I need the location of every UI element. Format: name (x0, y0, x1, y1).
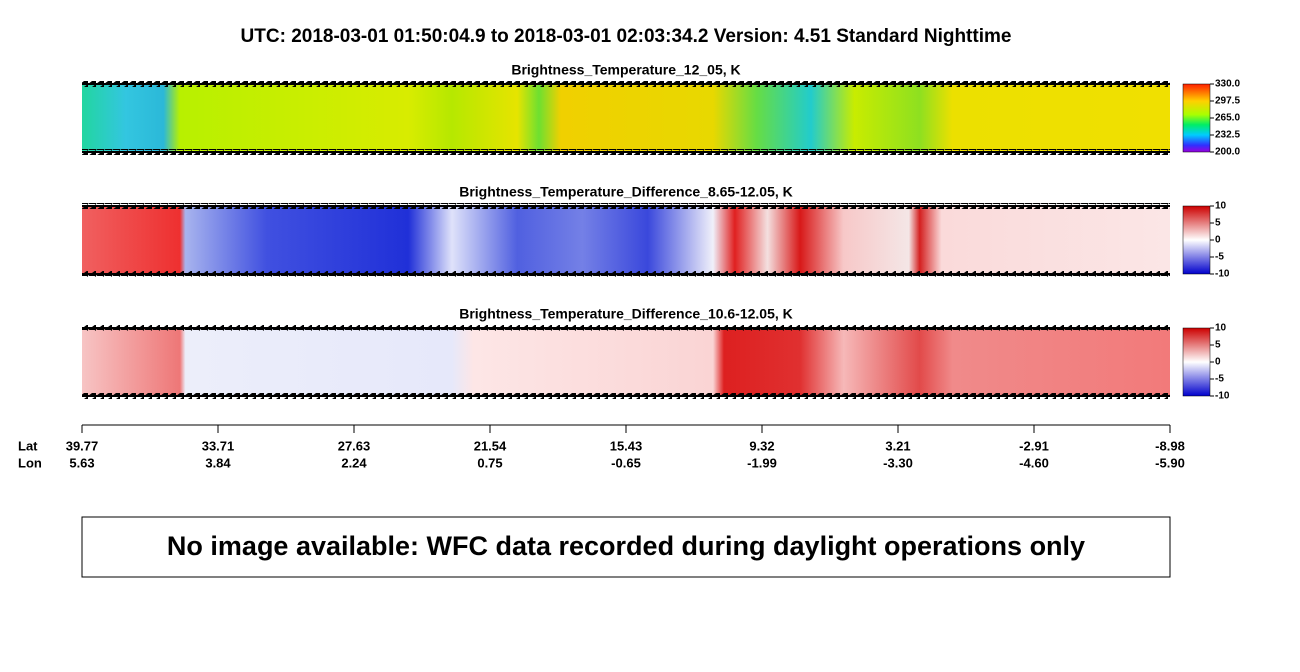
colorbar-label: 5 (1215, 218, 1221, 229)
data-strip (82, 328, 1170, 396)
colorbar-label: -5 (1215, 374, 1224, 385)
lat-value: 3.21 (885, 438, 910, 453)
colorbar (1182, 83, 1211, 153)
panel-title: Brightness_Temperature_12_05, K (511, 62, 740, 78)
lon-value: -3.30 (883, 455, 913, 470)
lat-value: 9.32 (749, 438, 774, 453)
lon-value: 0.75 (477, 455, 502, 470)
lat-value: 33.71 (202, 438, 235, 453)
lat-value: 39.77 (66, 438, 99, 453)
lat-value: -8.98 (1155, 438, 1185, 453)
lat-value: 15.43 (610, 438, 643, 453)
colorbar-label: 10 (1215, 323, 1227, 334)
lon-value: -1.99 (747, 455, 777, 470)
lat-value: 27.63 (338, 438, 371, 453)
panel-title: Brightness_Temperature_Difference_10.6-1… (459, 306, 793, 322)
notice-box (81, 516, 1171, 578)
colorbar-label: 200.0 (1215, 147, 1240, 158)
notice: No image available: WFC data recorded du… (167, 531, 1085, 561)
colorbar-label: 297.5 (1215, 96, 1240, 107)
data-strip (82, 84, 1170, 152)
colorbar-label: 0 (1215, 235, 1221, 246)
lat-label: Lat (18, 438, 38, 453)
lon-value: 3.84 (205, 455, 231, 470)
colorbar-label: -10 (1215, 269, 1230, 280)
colorbar-label: -5 (1215, 252, 1224, 263)
lon-value: 2.24 (341, 455, 367, 470)
panel-title: Brightness_Temperature_Difference_8.65-1… (459, 184, 793, 200)
lat-value: -2.91 (1019, 438, 1049, 453)
page-title: UTC: 2018-03-01 01:50:04.9 to 2018-03-01… (241, 26, 1012, 47)
colorbar-label: -10 (1215, 391, 1230, 402)
data-strip (82, 206, 1170, 274)
colorbar-label: 232.5 (1215, 130, 1240, 141)
colorbar-label: 265.0 (1215, 113, 1240, 124)
lon-value: -5.90 (1155, 455, 1185, 470)
lon-label: Lon (18, 455, 42, 470)
colorbar (1182, 205, 1211, 275)
colorbar-label: 5 (1215, 340, 1221, 351)
colorbar-label: 330.0 (1215, 79, 1240, 90)
lon-value: -4.60 (1019, 455, 1049, 470)
colorbar (1182, 327, 1211, 397)
colorbar-label: 0 (1215, 357, 1221, 368)
lon-value: 5.63 (69, 455, 94, 470)
lat-value: 21.54 (474, 438, 507, 453)
colorbar-label: 10 (1215, 201, 1227, 212)
lon-value: -0.65 (611, 455, 641, 470)
